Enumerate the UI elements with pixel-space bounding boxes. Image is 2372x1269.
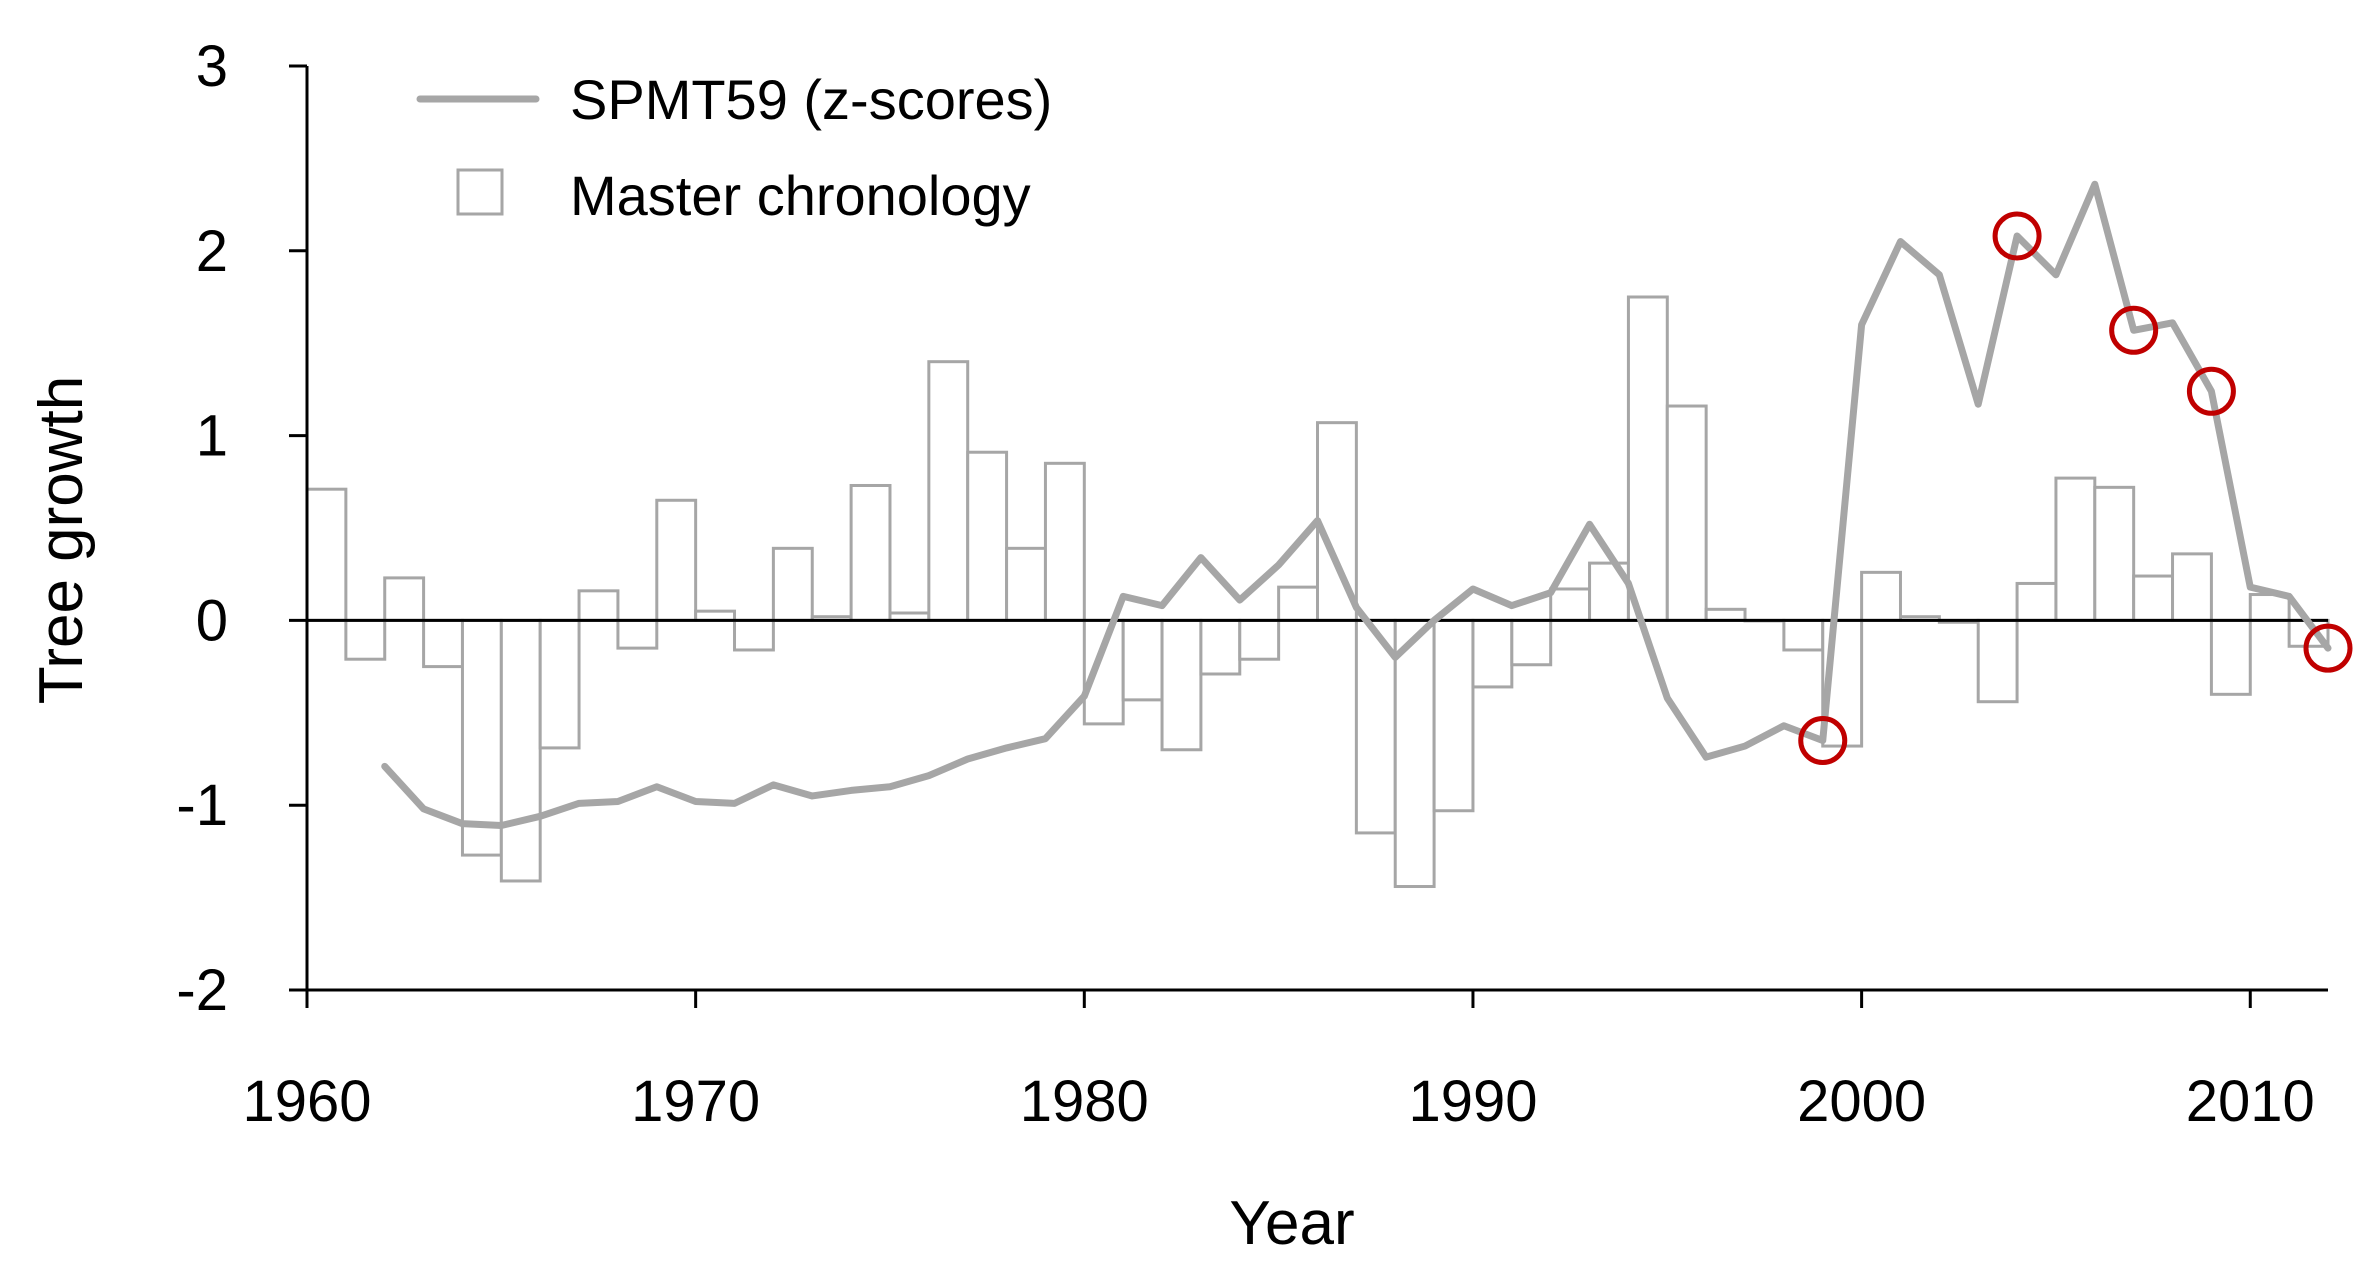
chronology-bar-2009 xyxy=(2209,618,2252,696)
chronology-bar-1979 xyxy=(1043,461,1086,622)
legend-label-master-chronology: Master chronology xyxy=(570,164,1031,227)
y-tick-label: 2 xyxy=(196,219,228,284)
y-tick-label: 1 xyxy=(196,404,228,469)
chronology-bar-1996 xyxy=(1704,607,1747,622)
chronology-bar-2000 xyxy=(1860,570,1902,622)
highlight-markers xyxy=(1798,211,2353,766)
chronology-bar-2003 xyxy=(1976,618,2019,704)
chronology-bar-1967 xyxy=(577,589,620,622)
chronology-bar-1978 xyxy=(1005,546,1047,622)
x-tick-label: 1970 xyxy=(631,1069,760,1134)
x-tick-label: 1960 xyxy=(242,1069,371,1134)
chronology-bar-1989 xyxy=(1432,618,1475,813)
chronology-bar-1983 xyxy=(1199,618,1242,676)
chronology-bar-1982 xyxy=(1160,618,1203,752)
x-axis-ticks: 1960 1970 1980 1990 2000 2010 xyxy=(242,990,2315,1134)
chronology-bar-1998 xyxy=(1782,618,1825,652)
chronology-bar-1992 xyxy=(1549,587,1592,622)
y-tick-label: 3 xyxy=(196,34,228,99)
chronology-bar-1962 xyxy=(383,576,426,622)
chronology-bar-1969 xyxy=(655,498,698,622)
master-chronology-bars xyxy=(305,295,2330,889)
chronology-bar-1976 xyxy=(927,360,970,622)
x-tick-label: 1980 xyxy=(1020,1069,1149,1134)
chronology-bar-1974 xyxy=(849,483,892,622)
chronology-bar-1984 xyxy=(1238,618,1281,661)
highlight-marker-2012 xyxy=(2303,623,2353,673)
y-tick-label: -1 xyxy=(176,773,228,838)
chronology-bar-1977 xyxy=(966,450,1009,622)
chronology-bar-1961 xyxy=(344,618,387,661)
highlight-marker-2009 xyxy=(2186,366,2236,416)
chronology-bar-2006 xyxy=(2093,485,2136,622)
y-axis-ticks: -2 -1 0 1 2 3 xyxy=(176,34,307,1023)
y-tick-label: 0 xyxy=(196,588,228,653)
x-tick-label: 1990 xyxy=(1408,1069,1537,1134)
highlight-marker-1999 xyxy=(1798,716,1848,766)
chronology-bar-1965 xyxy=(499,618,542,883)
chronology-bar-2008 xyxy=(2171,552,2213,622)
x-tick-label: 2010 xyxy=(2186,1069,2315,1134)
chronology-bar-2004 xyxy=(2015,581,2058,622)
highlight-marker-2007 xyxy=(2109,305,2159,355)
x-tick-label: 2000 xyxy=(1797,1069,1926,1134)
chronology-bar-1994 xyxy=(1626,295,1669,622)
chronology-bar-1990 xyxy=(1471,618,1514,689)
chronology-bar-1995 xyxy=(1665,404,1708,622)
chronology-bar-1966 xyxy=(538,618,581,750)
chronology-bar-1988 xyxy=(1393,618,1436,889)
spmt59-line xyxy=(381,180,2332,830)
chronology-bar-1981 xyxy=(1121,618,1164,702)
chronology-bar-1963 xyxy=(422,618,464,669)
x-axis-title: Year xyxy=(1229,1189,1354,1258)
highlight-marker-2004 xyxy=(1992,211,2042,261)
chronology-bar-2005 xyxy=(2054,476,2097,622)
legend-label-spmt59: SPMT59 (z-scores) xyxy=(570,68,1052,131)
chronology-bar-1971 xyxy=(733,618,775,652)
chronology-bar-1964 xyxy=(460,618,503,857)
chronology-bar-1985 xyxy=(1277,585,1320,622)
y-axis-title: Tree growth xyxy=(27,376,96,705)
chronology-bar-2007 xyxy=(2132,574,2175,622)
chronology-bar-1968 xyxy=(616,618,659,650)
legend-bar-swatch xyxy=(456,168,504,216)
y-tick-label: -2 xyxy=(176,958,228,1023)
chronology-bar-1991 xyxy=(1510,618,1553,667)
chronology-bar-1960 xyxy=(305,487,348,622)
chronology-bar-1972 xyxy=(771,546,814,622)
legend: SPMT59 (z-scores) Master chronology xyxy=(416,68,1052,227)
